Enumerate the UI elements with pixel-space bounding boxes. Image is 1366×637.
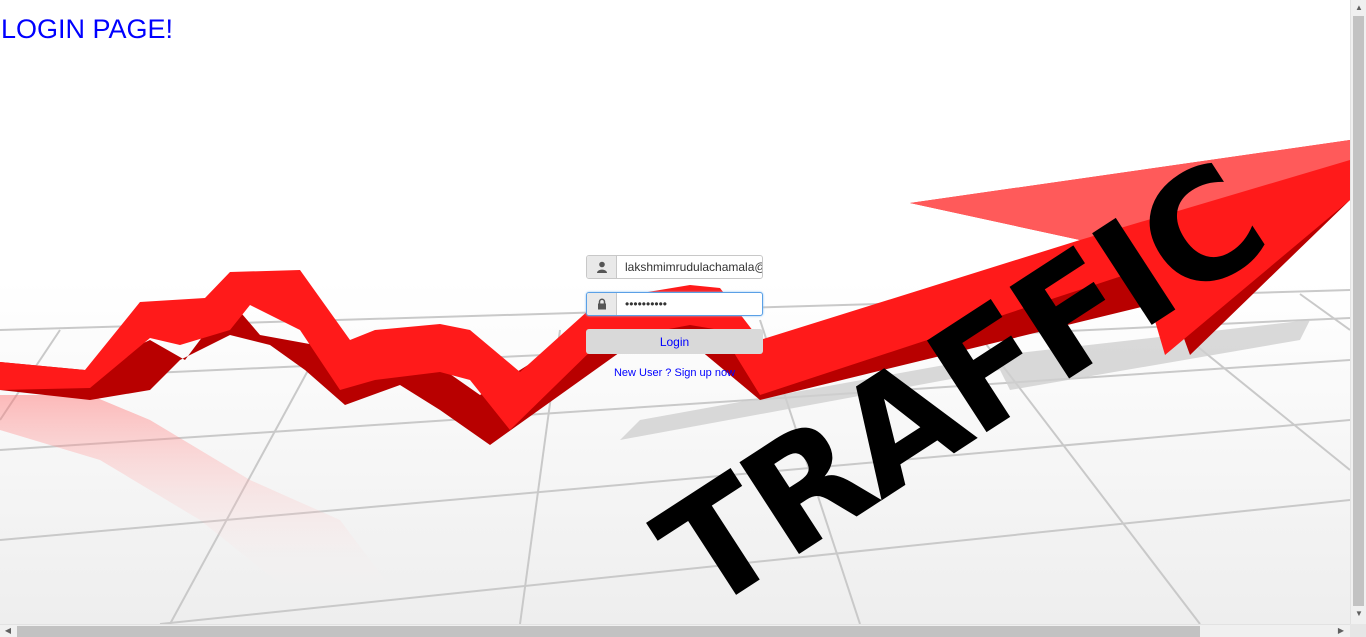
vertical-scroll-thumb[interactable] xyxy=(1353,16,1364,606)
user-icon xyxy=(587,256,617,278)
password-input[interactable] xyxy=(617,293,762,315)
password-field[interactable] xyxy=(586,292,763,316)
scroll-down-icon[interactable]: ▼ xyxy=(1355,609,1363,618)
horizontal-scroll-thumb[interactable] xyxy=(17,626,1200,637)
vertical-scrollbar[interactable]: ▲ ▼ xyxy=(1350,0,1366,624)
lock-icon xyxy=(587,293,617,315)
traffic-background-image: TRAFFIC xyxy=(0,0,1350,624)
horizontal-scrollbar[interactable]: ◀ ▶ xyxy=(0,624,1350,637)
scroll-right-icon[interactable]: ▶ xyxy=(1337,626,1345,635)
scrollbar-corner xyxy=(1350,624,1366,637)
login-button[interactable]: Login xyxy=(586,329,763,354)
email-field[interactable] xyxy=(586,255,763,279)
scroll-left-icon[interactable]: ◀ xyxy=(4,626,12,635)
page-title: LOGIN PAGE! xyxy=(1,14,174,44)
scroll-up-icon[interactable]: ▲ xyxy=(1355,3,1363,12)
email-input[interactable] xyxy=(617,256,762,278)
signup-link[interactable]: New User ? Sign up now xyxy=(613,367,736,379)
